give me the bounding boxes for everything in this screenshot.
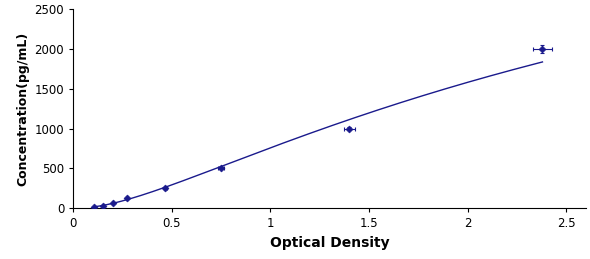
- Y-axis label: Concentration(pg/mL): Concentration(pg/mL): [16, 32, 29, 186]
- X-axis label: Optical Density: Optical Density: [270, 236, 389, 250]
